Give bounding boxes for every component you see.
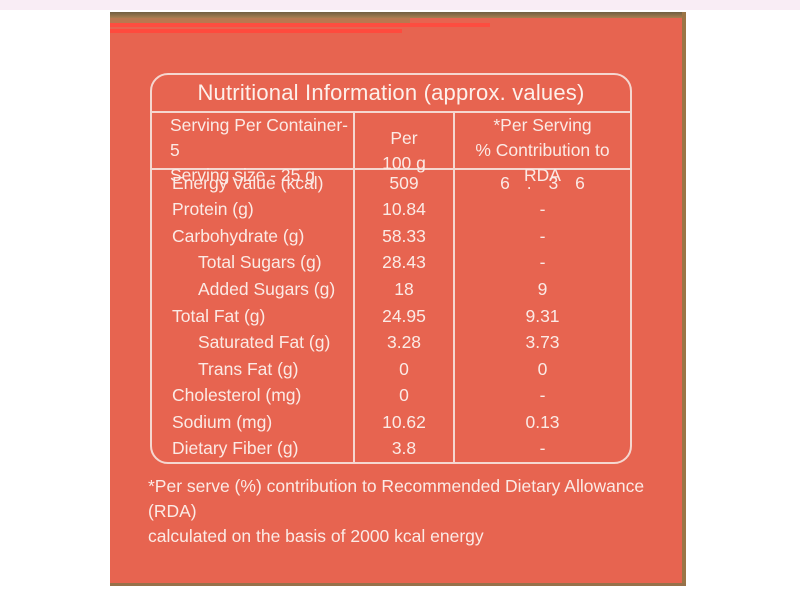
value-per-100g: 58.33 [353, 223, 453, 250]
row-label: Sodium (mg) [172, 411, 273, 432]
package-bottom-edge [110, 583, 686, 586]
package-right-edge [682, 12, 686, 586]
nutrition-row-trans-fat: Trans Fat (g) 0 0 [152, 355, 630, 383]
package-red-stripe-2 [110, 29, 402, 33]
nutrition-panel: Nutritional Information (approx. values)… [150, 73, 632, 464]
row-label: Dietary Fiber (g) [172, 438, 299, 459]
panel-title: Nutritional Information (approx. values) [152, 75, 630, 113]
nutrition-row-protein: Protein (g) 10.84 - [152, 196, 630, 224]
value-per-100g: 0 [353, 355, 453, 383]
nutrition-row-energy: Energy Value (kcal) 509 6 . 3 6 [152, 170, 630, 197]
column-header-row: Serving Per Container-5 Serving size - 2… [152, 113, 630, 188]
nutrition-table-body: Energy Value (kcal) 509 6 . 3 6 Protein … [152, 170, 630, 463]
nutrition-row-dietary-fiber: Dietary Fiber (g) 3.8 - [152, 435, 630, 463]
row-label: Protein (g) [172, 199, 254, 220]
row-label: Trans Fat (g) [198, 358, 299, 379]
value-rda: - [453, 382, 630, 409]
value-rda: 6 . 3 6 [453, 170, 630, 197]
rda-footnote-line2: calculated on the basis of 2000 kcal ene… [148, 526, 484, 546]
value-rda: - [453, 249, 630, 277]
row-label: Added Sugars (g) [198, 278, 336, 299]
per-100g-header: Per 100 g [353, 113, 453, 188]
nutrition-label-image: Nutritional Information (approx. values)… [110, 12, 686, 586]
nutrition-row-total-fat: Total Fat (g) 24.95 9.31 [152, 302, 630, 330]
nutrition-row-added-sugars: Added Sugars (g) 18 9 [152, 276, 630, 303]
value-per-100g: 10.62 [353, 408, 453, 436]
rda-footnote-line1: *Per serve (%) contribution to Recommend… [148, 476, 645, 521]
value-per-100g: 10.84 [353, 196, 453, 224]
value-per-100g: 28.43 [353, 249, 453, 277]
row-label: Energy Value (kcal) [172, 172, 324, 193]
row-label: Total Sugars (g) [198, 252, 322, 273]
value-per-100g: 18 [353, 276, 453, 303]
value-rda: 9 [453, 276, 630, 303]
row-label: Cholesterol (mg) [172, 385, 302, 406]
value-rda: - [453, 223, 630, 250]
serving-info-header: Serving Per Container-5 Serving size - 2… [152, 113, 353, 188]
package-red-stripe-1 [110, 23, 490, 27]
nutrition-row-cholesterol: Cholesterol (mg) 0 - [152, 382, 630, 409]
row-label: Total Fat (g) [172, 305, 266, 326]
value-rda: - [453, 196, 630, 224]
row-label: Saturated Fat (g) [198, 332, 331, 353]
rda-header: *Per Serving % Contribution to RDA [453, 113, 630, 188]
row-label: Carbohydrate (g) [172, 225, 305, 246]
serving-size: Serving size - 25 g [170, 165, 315, 185]
value-rda: - [453, 435, 630, 463]
nutrition-row-saturated-fat: Saturated Fat (g) 3.28 3.73 [152, 329, 630, 356]
value-rda: 9.31 [453, 302, 630, 330]
value-rda: 0.13 [453, 408, 630, 436]
package-top-edge [110, 12, 686, 18]
panel-title-text: Nutritional Information (approx. values) [197, 80, 585, 105]
rda-footnote: *Per serve (%) contribution to Recommend… [148, 474, 658, 549]
value-per-100g: 3.8 [353, 435, 453, 463]
package-top-edge-left [110, 18, 410, 23]
serving-per-container: Serving Per Container-5 [170, 115, 348, 160]
value-rda: 3.73 [453, 329, 630, 356]
nutrition-row-total-sugars: Total Sugars (g) 28.43 - [152, 249, 630, 277]
value-rda: 0 [453, 355, 630, 383]
value-per-100g: 3.28 [353, 329, 453, 356]
nutrition-row-sodium: Sodium (mg) 10.62 0.13 [152, 408, 630, 436]
value-per-100g: 24.95 [353, 302, 453, 330]
value-per-100g: 0 [353, 382, 453, 409]
value-per-100g: 509 [353, 170, 453, 197]
nutrition-row-carbohydrate: Carbohydrate (g) 58.33 - [152, 223, 630, 250]
page-top-tint [0, 0, 800, 10]
